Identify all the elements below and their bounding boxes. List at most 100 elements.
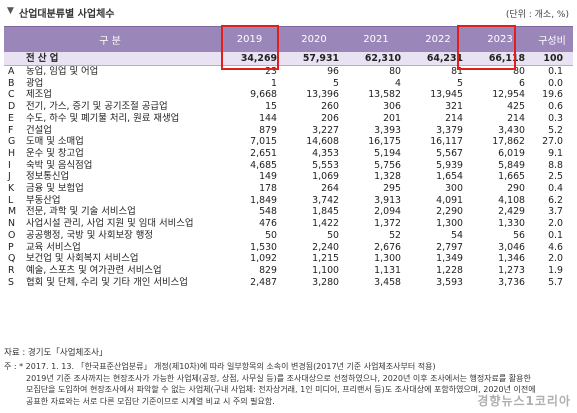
value-cell: 295 [383,183,401,195]
value-cell: 2.0 [548,218,563,230]
value-cell: 13,582 [368,89,401,101]
value-cell: 1,069 [312,171,339,183]
value-cell: 7,015 [250,136,277,148]
value-cell: 4,108 [498,194,525,206]
value-cell: 5,756 [374,159,401,171]
value-cell: 2,290 [436,206,463,218]
industry-name: 건설업 [26,124,52,136]
value-cell: 16,117 [430,136,463,148]
industry-code: A [8,66,15,77]
value-cell: 5,939 [436,159,463,171]
table-row: M 전문, 과학 및 기술 서비스업 548 1,845 2,094 2,290 2,429… [4,206,573,218]
footnote-line: 모집단을 도입하여 현장조사에서 파악할 수 없는 사업체(구내 사업체: 전자… [26,385,536,394]
table-row: J 정보통신업 149 1,069 1,328 1,654 1,665 2.5 [4,171,573,183]
column-header: 2019 [216,26,283,52]
total-value: 34,269 [216,52,283,66]
value-cell: 5.2 [548,124,563,136]
industry-cell: Q 보건업 및 사회복지 서비스업 [4,253,216,265]
value-cell: 1,349 [436,253,463,265]
value-cell: 0.3 [548,112,563,124]
value-cell: 306 [383,101,401,113]
value-cell: 1,328 [374,171,401,183]
industry-name: 수도, 하수 및 폐기물 처리, 원료 재생업 [26,112,180,124]
value-cell: 6.2 [548,194,563,206]
industry-name: 예술, 스포츠 및 여가관련 서비스업 [26,264,162,276]
value-cell: 0.4 [548,183,563,195]
value-cell: 9,668 [250,89,277,101]
table-title: 산업대분류별 사업체수 [19,9,115,20]
value-cell: 1,228 [436,264,463,276]
industry-code: R [8,264,15,276]
footnote-line: 주 : * 2017. 1. 13. 「한국표준산업분류」 개정(제10차)에 … [4,362,436,371]
industry-cell: R 예술, 스포츠 및 여가관련 서비스업 [4,265,216,277]
industry-code: D [8,101,16,113]
industry-name: 부동산업 [26,194,61,206]
value-cell: 3,280 [312,276,339,288]
watermark: 경향뉴스1코리아 [477,394,571,408]
value-cell: 300 [445,183,463,195]
industry-code: S [8,276,14,288]
value-cell: 321 [445,101,463,113]
value-cell: 2,797 [436,241,463,253]
value-cell: 0.1 [548,66,563,77]
value-cell: 1,100 [312,264,339,276]
value-cell: 144 [259,112,277,124]
table-row: S 협회 및 단체, 수리 및 기타 개인 서비스업 2,487 3,280 3,458… [4,277,573,289]
industry-name: 숙박 및 음식점업 [26,159,93,171]
value-cell: 4,353 [312,147,339,159]
value-cell: 80 [513,66,525,77]
value-cell: 3,227 [312,124,339,136]
industry-cell: N 사업시설 관리, 사업 지원 및 임대 서비스업 [4,218,216,230]
value-cell: 214 [445,112,463,124]
value-cell: 3,458 [374,276,401,288]
industry-code: K [8,183,15,195]
table-row: C 제조업 9,668 13,396 13,582 13,945 12,954 19.6 [4,89,573,101]
column-header: 2022 [407,26,469,52]
value-cell: 2,094 [374,206,401,218]
value-cell: 5 [333,77,339,89]
industry-cell: D 전기, 가스, 증기 및 공기조절 공급업 [4,101,216,113]
industry-name: 교육 서비스업 [26,241,81,253]
value-cell: 425 [507,101,525,113]
value-cell: 1,422 [312,218,339,230]
value-cell: 19.6 [542,89,563,101]
value-cell: 1,092 [250,253,277,265]
total-value: 62,310 [345,52,407,66]
industry-cell: E 수도, 하수 및 폐기물 처리, 원료 재생업 [4,113,216,125]
industry-code: P [8,241,14,253]
value-cell: 1,131 [374,264,401,276]
value-cell: 548 [259,206,277,218]
value-cell: 3,379 [436,124,463,136]
industry-cell: J 정보통신업 [4,171,216,183]
source-note: 자료 : 경기도「사업체조사」 [4,348,108,358]
table-row: B 광업 1 5 4 5 6 0.0 [4,78,573,90]
footnotes: 주 : * 2017. 1. 13. 「한국표준산업분류」 개정(제10차)에 … [4,361,573,407]
industry-name: 광업 [26,77,44,89]
total-value: 57,931 [283,52,345,66]
value-cell: 5.7 [548,276,563,288]
value-cell: 81 [451,66,463,77]
industry-code: O [8,229,16,241]
value-cell: 879 [259,124,277,136]
value-cell: 3,430 [498,124,525,136]
industry-code: L [8,194,14,206]
value-cell: 1,654 [436,171,463,183]
column-header: 2023 [469,26,531,52]
industry-code: B [8,77,15,89]
industry-code: G [8,136,16,148]
value-cell: 8.8 [548,159,563,171]
value-cell: 4.6 [548,241,563,253]
value-cell: 6 [519,77,525,89]
value-cell: 1.9 [548,264,563,276]
value-cell: 149 [259,171,277,183]
industry-code: H [8,147,16,159]
industry-name: 전기, 가스, 증기 및 공기조절 공급업 [26,101,168,113]
industry-cell: B 광업 [4,78,216,90]
total-value: 64,231 [407,52,469,66]
value-cell: 1,530 [250,241,277,253]
industry-name: 사업시설 관리, 사업 지원 및 임대 서비스업 [26,218,194,230]
table-header-row: 구 분 2019 2020 2021 2022 2023 구성비 [4,26,573,52]
table-row: P 교육 서비스업 1,530 2,240 2,676 2,797 3,046 4.6 [4,242,573,254]
industry-name: 보건업 및 사회복지 서비스업 [26,253,139,265]
value-cell: 2.0 [548,253,563,265]
